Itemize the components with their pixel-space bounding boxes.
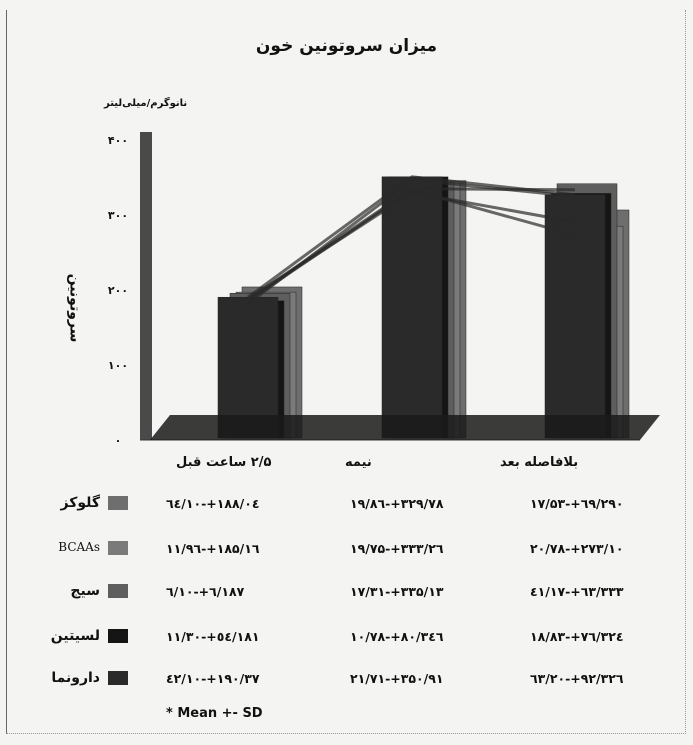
category-label-1: نیمه (345, 455, 372, 470)
y-tick-label-4: ۴۰۰ (108, 134, 128, 147)
figure-frame (6, 10, 686, 734)
y-axis-wall (140, 132, 152, 440)
y-unit-label: نانوگرم/میلی‌لیتر (104, 98, 188, 109)
bar-1-4 (381, 176, 443, 439)
series-line-4 (247, 175, 576, 299)
bar-2-4 (544, 194, 606, 439)
footnote: * Mean +- SD (166, 706, 263, 721)
y-tick-label-1: ۱۰۰ (108, 359, 128, 372)
y-tick-label-2: ۲۰۰ (108, 284, 128, 297)
y-tick-label-0: ۰ (115, 434, 122, 447)
floor-plane (150, 415, 660, 440)
category-label-0: ۲/۵ ساعت قبل (176, 455, 272, 470)
chart-title: میزان سروتونین خون (255, 36, 438, 56)
category-label-2: بلافاصله بعد (500, 455, 579, 470)
y-tick-label-3: ۳۰۰ (108, 209, 128, 222)
series-line-3 (247, 178, 576, 306)
bar-0-4 (217, 296, 279, 439)
